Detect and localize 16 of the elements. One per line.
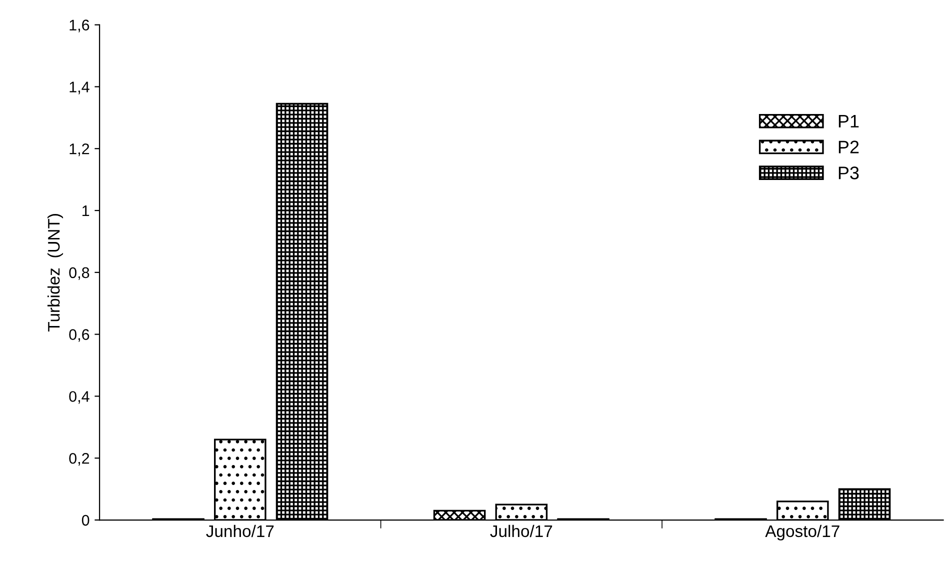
x-tick-label: Junho/17 bbox=[206, 524, 274, 538]
y-tick-label: 0,4 bbox=[69, 391, 90, 404]
x-tick-label: Julho/17 bbox=[490, 524, 552, 538]
y-tick-label: 0,6 bbox=[69, 329, 90, 342]
y-tick-label: 1,4 bbox=[70, 82, 90, 94]
y-tick-label: 1,2 bbox=[70, 143, 90, 156]
y-tick-label: 0,8 bbox=[69, 267, 90, 280]
legend-label: P3 bbox=[838, 166, 859, 180]
y-tick-label: 1 bbox=[82, 206, 90, 216]
legend-label: P2 bbox=[838, 140, 859, 154]
x-tick-label: Agosto/17 bbox=[765, 524, 840, 540]
y-axis-title: Turbidez (UNT) bbox=[47, 214, 64, 332]
y-tick-label: 0 bbox=[82, 514, 90, 526]
y-tick-label: 1,6 bbox=[70, 20, 90, 32]
y-tick-label: 0,2 bbox=[69, 452, 90, 466]
legend-label: P1 bbox=[838, 115, 859, 128]
